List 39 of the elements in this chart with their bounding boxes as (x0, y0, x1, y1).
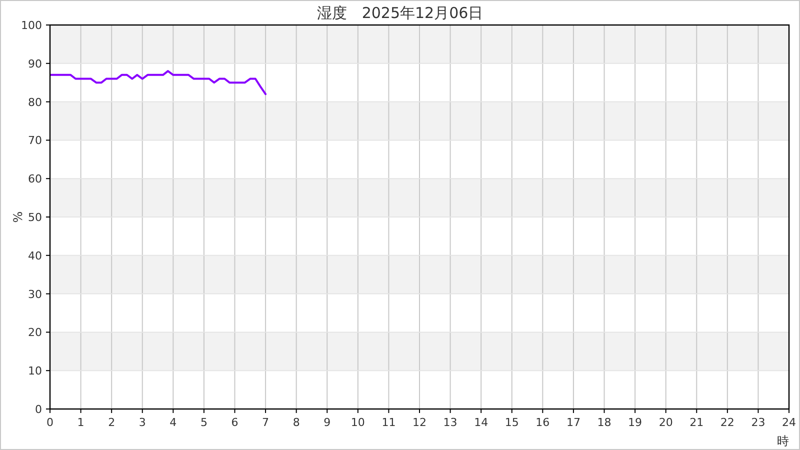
x-tick-label: 9 (324, 416, 331, 429)
x-tick-label: 0 (46, 416, 54, 429)
y-tick-label: 40 (28, 249, 42, 262)
x-tick-label: 7 (262, 416, 270, 429)
x-tick-label: 23 (751, 416, 766, 429)
x-tick-label: 1 (77, 416, 84, 429)
x-tick-label: 17 (566, 416, 580, 429)
x-tick-label: 5 (200, 416, 208, 429)
x-tick-label: 8 (292, 416, 300, 429)
y-tick-label: 10 (28, 364, 42, 378)
x-tick-label: 10 (350, 416, 365, 429)
x-tick-label: 13 (443, 416, 458, 429)
x-tick-label: 15 (504, 416, 519, 429)
y-tick-label: 0 (35, 403, 42, 416)
x-tick-label: 18 (597, 416, 612, 429)
x-tick-label: 11 (382, 416, 396, 429)
title: 湿度 2025年12月06日 (316, 4, 484, 22)
x-tick-label: 14 (474, 416, 488, 429)
x-tick-label: 20 (658, 416, 673, 429)
y-tick-label: 50 (28, 211, 42, 224)
xlabel: 時 (777, 434, 789, 448)
x-tick-label: 24 (782, 416, 796, 429)
x-tick-label: 21 (690, 416, 704, 429)
x-tick-label: 6 (231, 416, 238, 429)
y-tick-label: 80 (28, 96, 42, 109)
x-tick-label: 4 (170, 416, 177, 429)
x-tick-label: 16 (536, 416, 550, 429)
y-tick-label: 60 (28, 172, 42, 186)
x-tick-label: 12 (412, 416, 426, 429)
y-tick-label: 90 (28, 57, 42, 70)
x-tick-label: 2 (108, 416, 116, 429)
y-tick-label: 100 (21, 19, 42, 32)
ylabel: % (11, 211, 25, 223)
y-tick-label: 70 (28, 134, 42, 148)
y-tick-label: 20 (28, 326, 42, 340)
x-tick-label: 3 (138, 416, 146, 429)
y-tick-label: 30 (28, 288, 42, 301)
x-tick-label: 22 (720, 416, 734, 429)
x-tick-label: 19 (628, 416, 642, 429)
